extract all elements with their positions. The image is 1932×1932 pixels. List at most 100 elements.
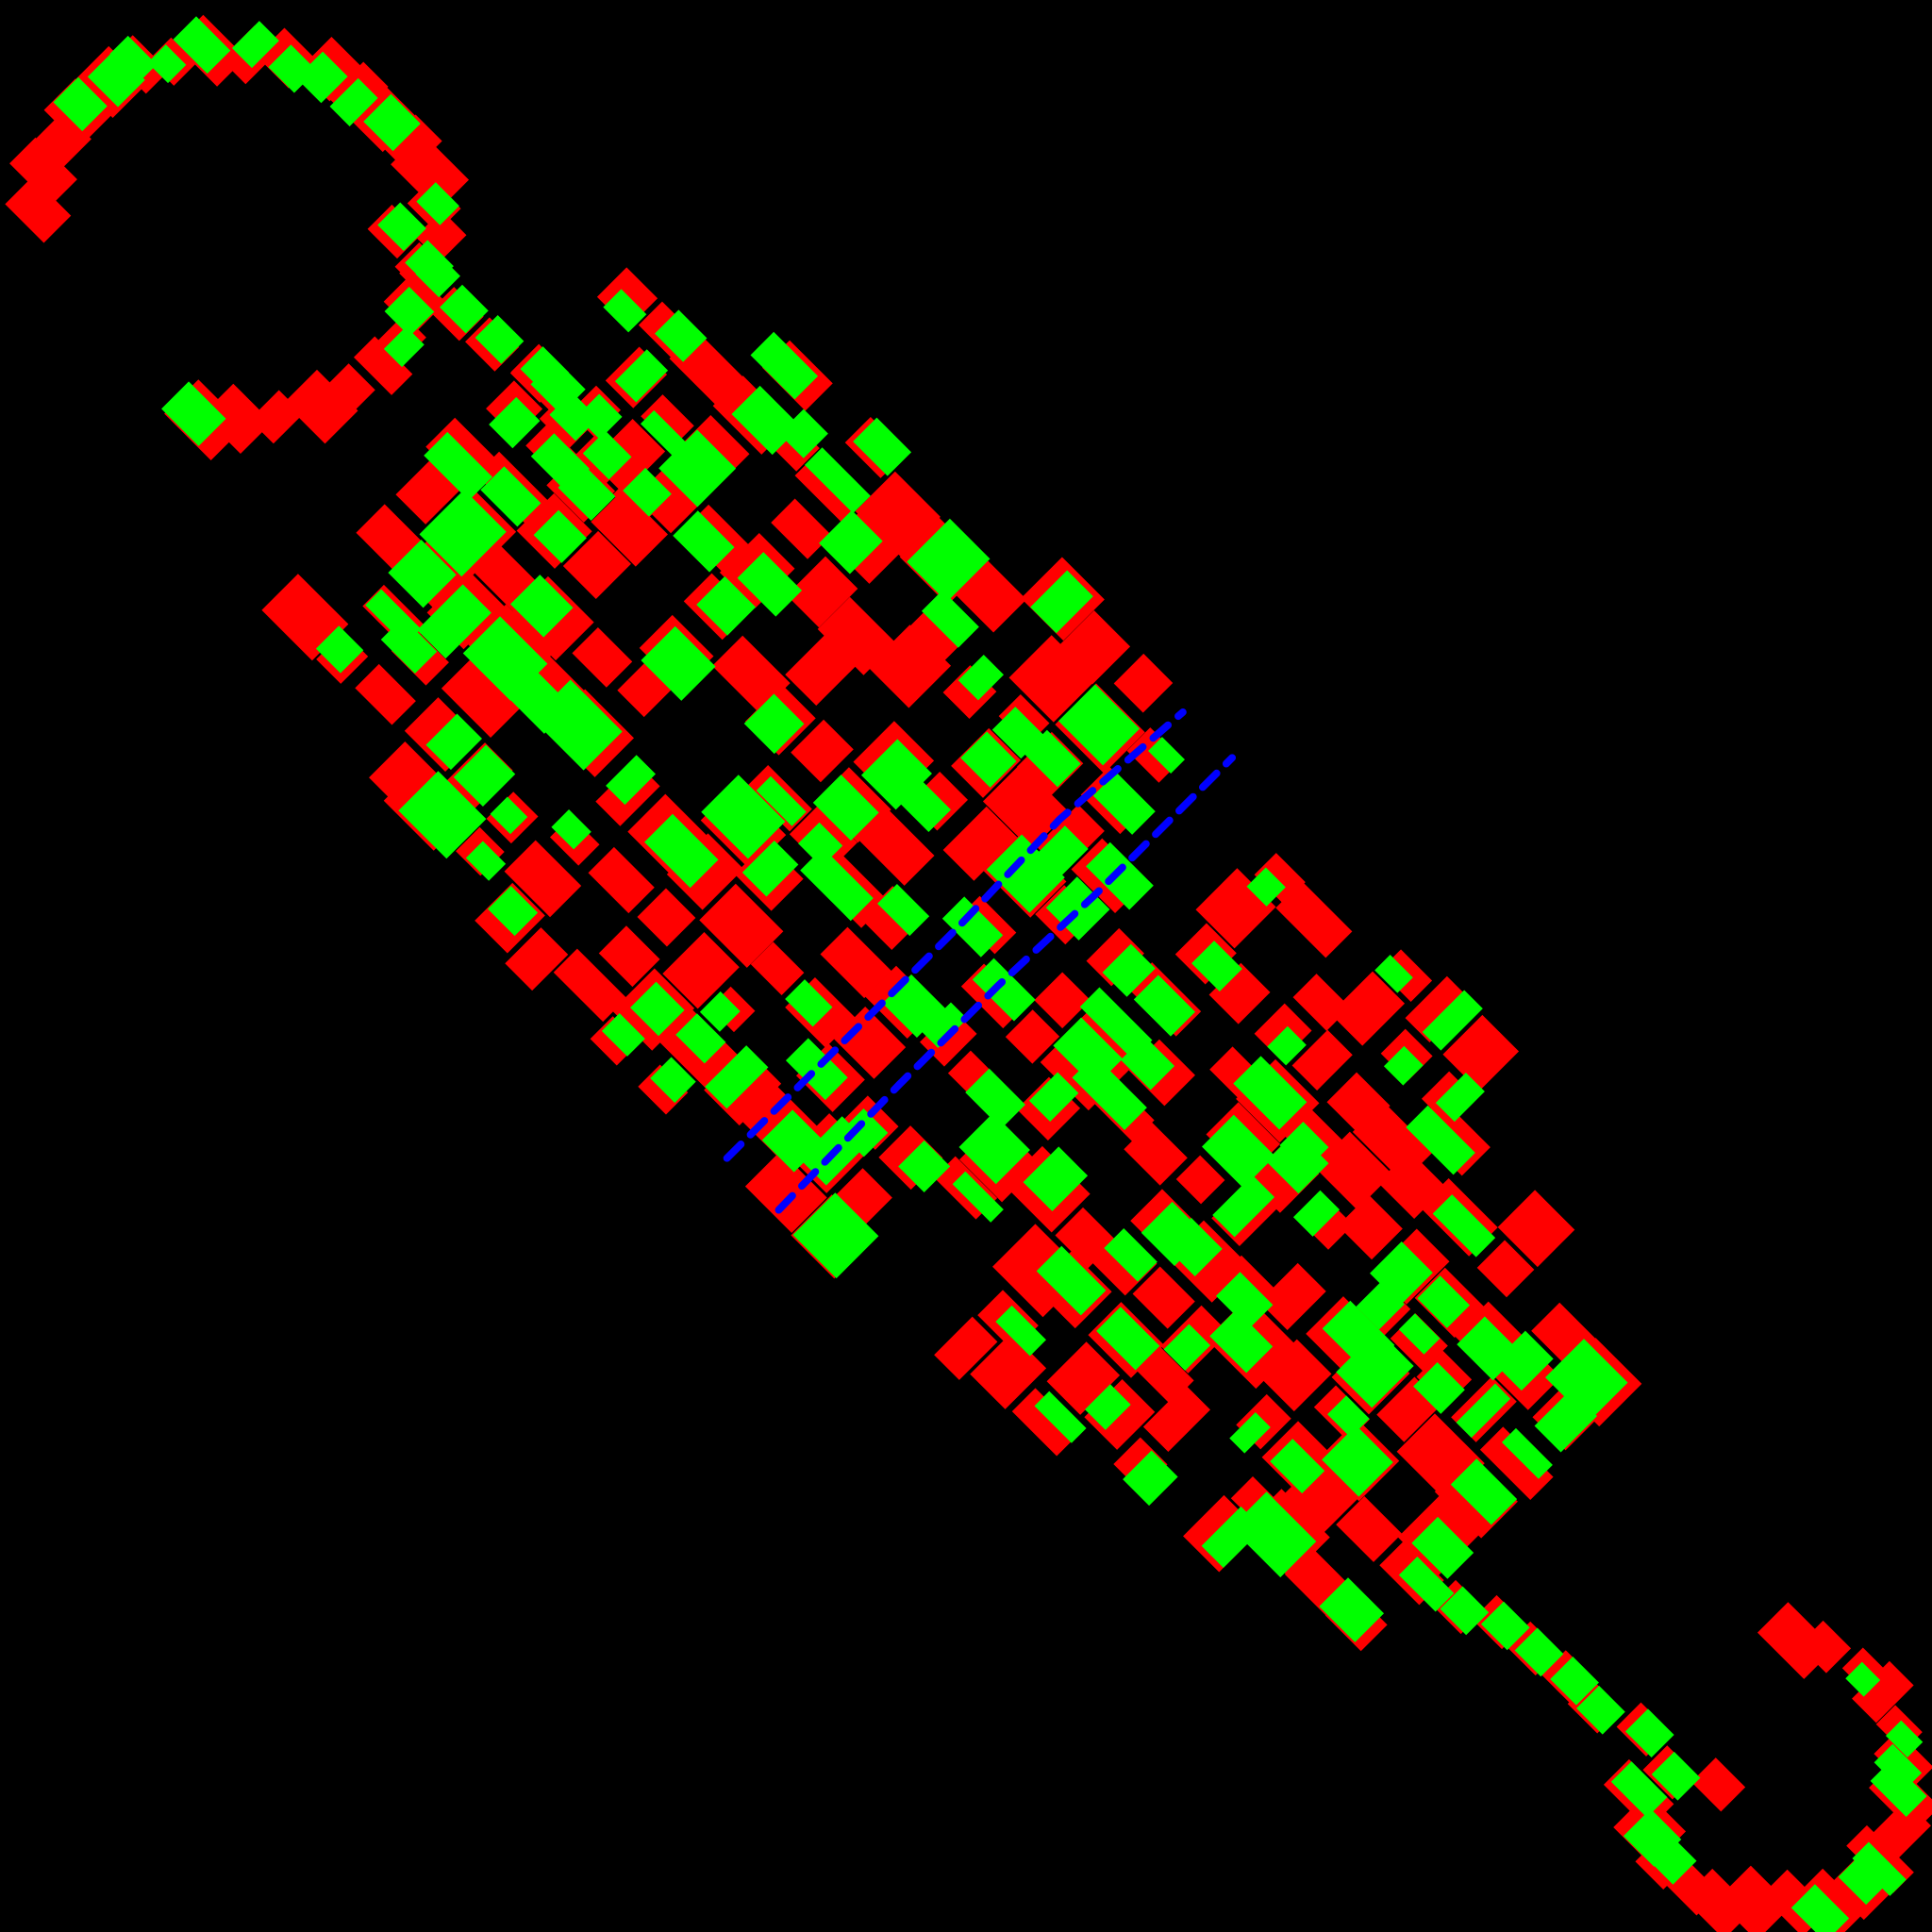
building-footprint-green bbox=[1623, 1808, 1682, 1867]
building-footprint-green bbox=[520, 346, 570, 395]
building-footprint-green bbox=[1215, 1272, 1274, 1329]
building-footprint-red bbox=[942, 806, 1018, 881]
building-footprint-red bbox=[771, 498, 832, 559]
building-footprint-red bbox=[562, 530, 631, 599]
building-footprint-green bbox=[1079, 987, 1153, 1060]
building-footprint-red bbox=[699, 883, 784, 968]
building-footprint-green bbox=[756, 775, 807, 826]
building-footprint-green bbox=[641, 625, 716, 701]
building-footprint-green bbox=[965, 1068, 1025, 1129]
building-footprint-red bbox=[1479, 1426, 1554, 1501]
building-footprint-green bbox=[1383, 1045, 1424, 1086]
building-footprint-green bbox=[1440, 1586, 1490, 1636]
building-footprint-green bbox=[1576, 1685, 1625, 1735]
building-footprint-green bbox=[972, 958, 1036, 1022]
building-footprint-red bbox=[791, 719, 854, 783]
building-footprint-red bbox=[750, 941, 805, 995]
building-footprint-red bbox=[1142, 1384, 1210, 1453]
building-footprint-red bbox=[1330, 971, 1406, 1046]
building-footprint-green bbox=[417, 584, 491, 659]
building-footprint-green bbox=[231, 21, 279, 69]
building-footprint-green bbox=[315, 625, 364, 674]
blue-dashed-path-lower bbox=[774, 754, 1237, 1214]
building-footprint-green bbox=[960, 731, 1017, 788]
building-footprint-green bbox=[488, 886, 539, 937]
building-footprint-red bbox=[1336, 1495, 1403, 1562]
building-footprint-green bbox=[673, 510, 735, 573]
building-footprint-green bbox=[630, 981, 685, 1037]
building-footprint-green bbox=[743, 693, 805, 755]
building-footprint-red bbox=[283, 369, 358, 444]
building-footprint-red bbox=[591, 489, 668, 567]
building-footprint-green bbox=[388, 540, 457, 608]
building-footprint-green bbox=[1201, 1114, 1275, 1189]
building-footprint-green bbox=[798, 822, 843, 867]
building-footprint-green bbox=[1790, 1884, 1850, 1932]
building-footprint-red bbox=[908, 598, 973, 662]
building-footprint-red bbox=[1442, 1014, 1520, 1091]
building-footprint-red bbox=[353, 336, 413, 395]
building-footprint-green bbox=[475, 314, 525, 364]
building-footprint-red bbox=[1852, 1660, 1914, 1724]
building-footprint-green bbox=[1023, 1146, 1089, 1211]
building-footprint-green bbox=[1650, 1838, 1697, 1885]
building-footprint-green bbox=[995, 1305, 1046, 1357]
building-footprint-green bbox=[1370, 1241, 1433, 1305]
building-footprint-red bbox=[833, 1007, 907, 1079]
building-footprint-red bbox=[744, 1151, 827, 1233]
building-footprint-red bbox=[1314, 1131, 1392, 1210]
building-footprint-red bbox=[1008, 635, 1096, 723]
building-footprint-red bbox=[1132, 1266, 1195, 1329]
building-footprint-green bbox=[533, 509, 587, 563]
building-footprint-green bbox=[295, 51, 348, 104]
building-footprint-green bbox=[1336, 1330, 1414, 1408]
building-footprint-green bbox=[1233, 1056, 1307, 1130]
blue-dashed-paths bbox=[723, 708, 1237, 1214]
blue-dashed-path-upper bbox=[723, 708, 1187, 1162]
building-footprint-green bbox=[1058, 684, 1141, 766]
building-footprint-green bbox=[489, 396, 541, 449]
building-footprint-green bbox=[1292, 1190, 1341, 1237]
building-footprint-red bbox=[1291, 1029, 1353, 1091]
building-footprint-green bbox=[800, 847, 874, 922]
building-footprint-green bbox=[696, 575, 757, 636]
building-footprint-green bbox=[792, 1192, 879, 1279]
building-footprint-green bbox=[510, 575, 574, 638]
building-footprint-green bbox=[453, 744, 516, 808]
building-footprint-green bbox=[1322, 1424, 1393, 1497]
building-footprint-red bbox=[1208, 962, 1271, 1024]
building-footprint-green bbox=[329, 77, 378, 126]
building-footprint-green bbox=[1456, 1383, 1511, 1439]
building-footprint-green bbox=[1838, 1852, 1891, 1906]
building-footprint-green bbox=[1028, 1072, 1079, 1122]
building-footprint-red bbox=[1405, 975, 1472, 1043]
building-footprint-green bbox=[921, 1002, 968, 1048]
building-footprint-green bbox=[898, 1140, 951, 1192]
building-footprint-green bbox=[1133, 974, 1196, 1037]
building-footprint-green bbox=[1501, 1427, 1553, 1479]
building-footprint-red bbox=[1275, 881, 1353, 958]
building-footprint-green bbox=[1406, 1105, 1475, 1175]
building-footprint-red bbox=[1124, 1122, 1188, 1186]
building-footprint-green bbox=[1024, 729, 1081, 788]
building-footprint-red bbox=[553, 948, 627, 1023]
building-footprint-green bbox=[1034, 1391, 1087, 1443]
building-footprint-green bbox=[655, 309, 708, 362]
building-footprint-green bbox=[1417, 1275, 1471, 1328]
building-footprint-red bbox=[1258, 1262, 1326, 1330]
building-footprint-green bbox=[1279, 1122, 1329, 1172]
building-footprint-green bbox=[1413, 1362, 1465, 1414]
building-footprint-green bbox=[1422, 990, 1483, 1051]
building-footprint-green bbox=[601, 1013, 645, 1057]
building-footprint-red bbox=[641, 394, 694, 448]
building-footprint-green bbox=[1102, 943, 1156, 997]
building-footprint-red bbox=[1338, 1194, 1403, 1260]
building-footprint-green bbox=[1120, 1036, 1175, 1091]
building-footprint-green bbox=[161, 381, 226, 446]
building-footprint-green bbox=[991, 707, 1044, 759]
building-footprint-red bbox=[355, 663, 416, 725]
building-footprint-green bbox=[419, 489, 507, 577]
building-footprint-green bbox=[87, 49, 145, 108]
building-footprint-green bbox=[173, 16, 231, 75]
